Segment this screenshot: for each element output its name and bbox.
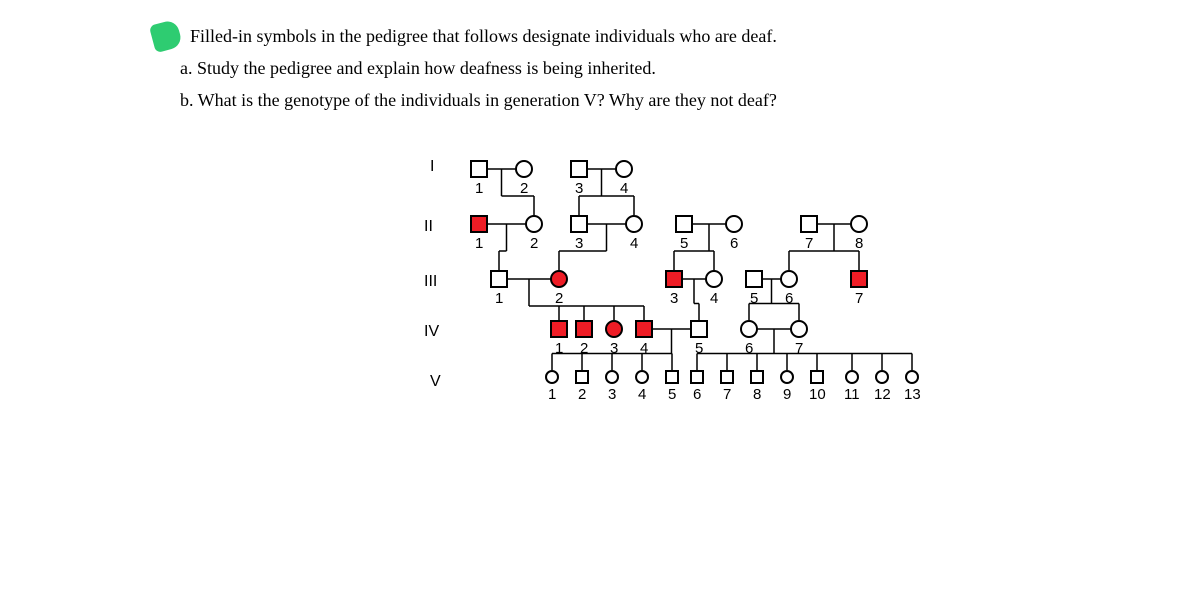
male-symbol [810,370,824,384]
person-number: 6 [730,235,738,252]
person-number: 10 [809,386,826,403]
person-number: 3 [575,180,583,197]
male-symbol [800,215,818,233]
person-number: 2 [520,180,528,197]
person-number: 1 [555,340,563,357]
female-symbol [635,370,649,384]
person-number: 8 [855,235,863,252]
person-number: 4 [630,235,638,252]
female-symbol [790,320,808,338]
female-symbol [905,370,919,384]
male-symbol [750,370,764,384]
person-number: 4 [638,386,646,403]
male-symbol [570,215,588,233]
person-number: 7 [805,235,813,252]
male-symbol [470,215,488,233]
generation-label: III [424,273,437,291]
person-number: 3 [608,386,616,403]
person-number: 1 [475,235,483,252]
person-number: 13 [904,386,921,403]
person-number: 7 [723,386,731,403]
person-number: 8 [753,386,761,403]
person-number: 4 [710,290,718,307]
female-symbol [705,270,723,288]
male-symbol [720,370,734,384]
male-symbol [850,270,868,288]
male-symbol [575,320,593,338]
male-symbol [665,270,683,288]
person-number: 3 [610,340,618,357]
person-number: 3 [575,235,583,252]
female-symbol [725,215,743,233]
female-symbol [515,160,533,178]
female-symbol [615,160,633,178]
person-number: 4 [640,340,648,357]
female-symbol [780,270,798,288]
male-symbol [690,370,704,384]
person-number: 6 [745,340,753,357]
person-number: 11 [844,386,860,403]
female-symbol [850,215,868,233]
person-number: 5 [668,386,676,403]
person-number: 9 [783,386,791,403]
person-number: 7 [795,340,803,357]
person-number: 2 [580,340,588,357]
person-number: 2 [530,235,538,252]
female-symbol [625,215,643,233]
person-number: 1 [495,290,503,307]
person-number: 5 [695,340,703,357]
person-number: 2 [578,386,586,403]
female-symbol [875,370,889,384]
person-number: 7 [855,290,863,307]
male-symbol [635,320,653,338]
male-symbol [745,270,763,288]
generation-label: I [430,158,434,176]
person-number: 1 [548,386,556,403]
person-number: 6 [693,386,701,403]
female-symbol [525,215,543,233]
person-number: 4 [620,180,628,197]
question-part-b: b. What is the genotype of the individua… [180,90,777,111]
person-number: 12 [874,386,891,403]
male-symbol [570,160,588,178]
person-number: 2 [555,290,563,307]
male-symbol [665,370,679,384]
person-number: 3 [670,290,678,307]
person-number: 5 [750,290,758,307]
male-symbol [490,270,508,288]
person-number: 5 [680,235,688,252]
female-symbol [740,320,758,338]
question-intro: Filled-in symbols in the pedigree that f… [190,26,777,47]
generation-label: IV [424,323,439,341]
question-part-a: a. Study the pedigree and explain how de… [180,58,656,79]
female-symbol [550,270,568,288]
male-symbol [575,370,589,384]
female-symbol [780,370,794,384]
person-number: 6 [785,290,793,307]
generation-label: II [424,218,433,236]
male-symbol [675,215,693,233]
female-symbol [545,370,559,384]
female-symbol [845,370,859,384]
female-symbol [605,370,619,384]
person-number: 1 [475,180,483,197]
generation-label: V [430,373,441,391]
male-symbol [550,320,568,338]
bullet-icon [149,19,183,53]
female-symbol [605,320,623,338]
male-symbol [470,160,488,178]
male-symbol [690,320,708,338]
